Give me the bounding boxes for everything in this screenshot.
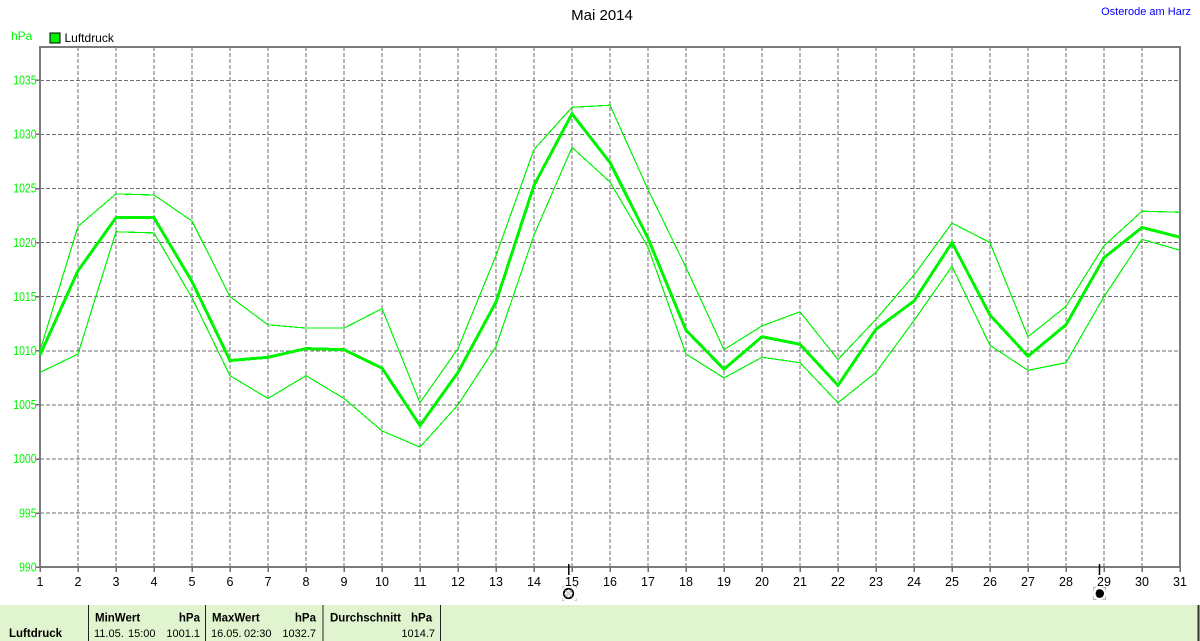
svg-text:31: 31 <box>1173 575 1187 589</box>
svg-text:hPa: hPa <box>11 29 33 43</box>
svg-text:24: 24 <box>907 575 921 589</box>
svg-text:11.05.: 11.05. <box>94 628 124 640</box>
svg-text:13: 13 <box>489 575 503 589</box>
svg-text:Mai 2014: Mai 2014 <box>571 7 633 24</box>
svg-text:2: 2 <box>75 575 82 589</box>
svg-text:hPa: hPa <box>179 613 201 625</box>
svg-text:15: 15 <box>565 575 579 589</box>
svg-text:MinWert: MinWert <box>95 613 140 625</box>
svg-text:1000: 1000 <box>13 452 36 466</box>
svg-text:9: 9 <box>341 575 348 589</box>
svg-text:5: 5 <box>189 575 196 589</box>
svg-text:1001.1: 1001.1 <box>166 628 200 640</box>
svg-text:15:00: 15:00 <box>128 628 156 640</box>
svg-text:11: 11 <box>414 575 427 589</box>
svg-text:27: 27 <box>1021 575 1035 589</box>
svg-text:1030: 1030 <box>13 128 36 142</box>
svg-text:23: 23 <box>869 575 883 589</box>
svg-text:12: 12 <box>451 575 465 589</box>
svg-text:02:30: 02:30 <box>244 628 272 640</box>
svg-text:1015: 1015 <box>13 290 36 304</box>
svg-text:1005: 1005 <box>13 398 36 412</box>
svg-text:22: 22 <box>831 575 845 589</box>
svg-text:25: 25 <box>945 575 959 589</box>
svg-text:4: 4 <box>151 575 158 589</box>
svg-text:1014.7: 1014.7 <box>401 628 435 640</box>
svg-text:10: 10 <box>375 575 389 589</box>
svg-text:21: 21 <box>793 575 807 589</box>
svg-text:1035: 1035 <box>13 74 36 88</box>
svg-text:8: 8 <box>303 575 310 589</box>
svg-text:29: 29 <box>1097 575 1111 589</box>
svg-text:14: 14 <box>527 575 541 589</box>
svg-text:30: 30 <box>1135 575 1149 589</box>
svg-text:Luftdruck: Luftdruck <box>9 628 63 640</box>
svg-text:Luftdruck: Luftdruck <box>65 31 115 45</box>
svg-text:19: 19 <box>717 575 731 589</box>
svg-text:Osterode am Harz: Osterode am Harz <box>1101 6 1191 18</box>
svg-text:990: 990 <box>19 560 36 574</box>
svg-text:hPa: hPa <box>411 613 433 625</box>
svg-text:6: 6 <box>227 575 234 589</box>
svg-text:16.05.: 16.05. <box>211 628 242 640</box>
svg-text:26: 26 <box>983 575 997 589</box>
svg-text:18: 18 <box>679 575 693 589</box>
svg-text:1025: 1025 <box>13 182 36 196</box>
svg-text:16: 16 <box>603 575 617 589</box>
svg-text:Durchschnitt: Durchschnitt <box>330 613 401 625</box>
svg-text:1032.7: 1032.7 <box>282 628 316 640</box>
svg-text:MaxWert: MaxWert <box>212 613 260 625</box>
svg-text:995: 995 <box>19 506 36 520</box>
svg-text:20: 20 <box>755 575 769 589</box>
svg-text:17: 17 <box>641 575 655 589</box>
svg-text:3: 3 <box>113 575 120 589</box>
svg-text:7: 7 <box>265 575 272 589</box>
svg-text:1010: 1010 <box>13 344 36 358</box>
svg-text:28: 28 <box>1059 575 1073 589</box>
svg-text:1: 1 <box>37 575 44 589</box>
svg-text:hPa: hPa <box>295 613 317 625</box>
svg-text:1020: 1020 <box>13 236 36 250</box>
